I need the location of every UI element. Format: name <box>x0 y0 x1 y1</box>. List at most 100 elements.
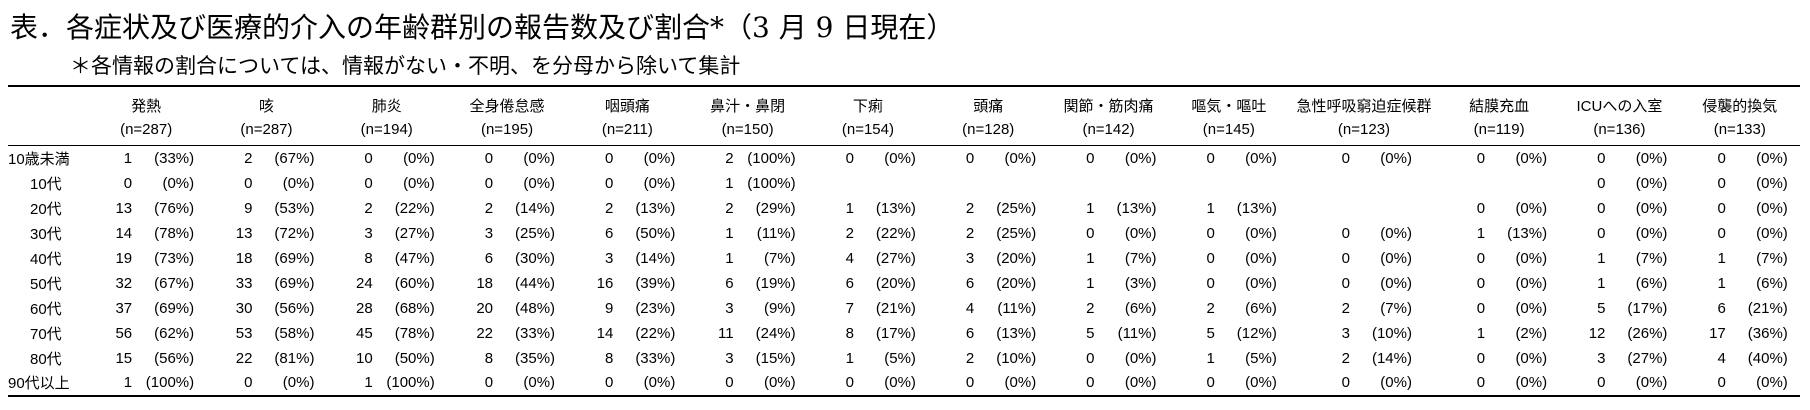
table-cell: 0 (0%) <box>447 146 567 171</box>
table-cell: 0 (0%) <box>1289 146 1439 171</box>
table-cell <box>1169 171 1289 196</box>
cell-count: 0 <box>1597 174 1606 192</box>
cell-count: 3 <box>364 224 373 242</box>
table-cell: 22 (81%) <box>206 346 326 371</box>
cell-count: 0 <box>1206 224 1215 242</box>
table-cell: 2 (29%) <box>687 196 807 221</box>
cell-percent: (0%) <box>1124 374 1157 391</box>
table-cell: 2 (7%) <box>1289 296 1439 321</box>
table-cell: 0 (0%) <box>446 370 568 397</box>
cell-count: 19 <box>115 249 133 267</box>
cell-percent: (0%) <box>1756 149 1788 167</box>
table-cell: 0 (0%) <box>1439 271 1559 296</box>
cell-percent: (25%) <box>996 224 1037 242</box>
cell-count: 0 <box>1476 249 1486 267</box>
cell-count: 2 <box>845 224 854 242</box>
cell-count: 8 <box>604 349 614 367</box>
table-cell: 0 (0%) <box>327 171 447 196</box>
table-body: 10歳未満 1 (33%) 2 (67%) 0 (0%) 0 (0%) 0 (0%) 2 (100%) 0… <box>8 146 1800 397</box>
cell-count: 13 <box>115 199 133 217</box>
age-group-label: 80代 <box>30 350 62 368</box>
table-cell: 6 (21%) <box>1680 296 1800 321</box>
cell-percent: (6%) <box>1635 274 1668 292</box>
table-cell: 18 (69%) <box>206 246 326 271</box>
cell-percent: (20%) <box>996 249 1037 267</box>
column-header: 鼻汁・鼻閉 <box>687 85 808 116</box>
cell-count: 45 <box>356 324 373 342</box>
cell-count: 1 <box>1086 199 1095 217</box>
cell-percent: (0%) <box>1245 274 1277 292</box>
cell-count: 0 <box>244 374 253 391</box>
cell-count: 1 <box>1476 224 1486 242</box>
cell-count: 0 <box>1717 374 1726 391</box>
table-cell: 1 (100%) <box>86 370 207 397</box>
cell-count: 18 <box>235 249 253 267</box>
table-cell: 16 (39%) <box>567 271 687 296</box>
table-row: 70代 56 (62%) 53 (58%) 45 (78%) 22 (33%) 14 (22%) 11… <box>8 321 1800 346</box>
table-cell: 3 (20%) <box>928 246 1048 271</box>
cell-percent: (0%) <box>1635 149 1668 167</box>
cell-percent: (23%) <box>635 299 676 317</box>
cell-count: 0 <box>1597 224 1606 242</box>
cell-count: 0 <box>1341 374 1350 391</box>
table-cell: 2 (25%) <box>928 196 1048 221</box>
cell-percent: (56%) <box>274 299 315 317</box>
table-cell: 0 (0%) <box>1048 346 1168 371</box>
cell-percent: (0%) <box>1004 149 1037 167</box>
column-header: 頭痛 <box>928 85 1049 116</box>
column-header: ICUへの入室 <box>1559 85 1680 116</box>
cell-percent: (0%) <box>1756 374 1788 391</box>
cell-count: 2 <box>1341 299 1350 317</box>
column-header: 関節・筋肉痛 <box>1048 85 1169 116</box>
table-cell: 0 (0%) <box>567 171 687 196</box>
cell-count: 4 <box>965 299 975 317</box>
cell-percent: (27%) <box>1627 349 1668 367</box>
table-cell: 0 (0%) <box>86 171 206 196</box>
cell-percent: (13%) <box>996 324 1037 342</box>
cell-percent: (0%) <box>884 374 916 391</box>
table-cell <box>1048 171 1168 196</box>
cell-count: 0 <box>123 174 133 192</box>
table-row: 30代 14 (78%) 13 (72%) 3 (27%) 3 (25%) 6 (50%) 1 (11%… <box>8 221 1800 246</box>
cell-count: 0 <box>604 174 614 192</box>
cell-percent: (22%) <box>635 324 676 342</box>
cell-count: 1 <box>1717 249 1726 267</box>
table-cell: 11 (24%) <box>687 321 807 346</box>
table-cell: 20 (48%) <box>447 296 567 321</box>
cell-percent: (0%) <box>282 374 315 391</box>
table-cell: 2 (10%) <box>928 346 1048 371</box>
table-cell <box>1289 196 1439 221</box>
corner-header <box>8 116 86 146</box>
cell-percent: (14%) <box>1371 349 1412 367</box>
cell-percent: (0%) <box>162 174 195 192</box>
cell-percent: (13%) <box>1236 199 1277 217</box>
table-cell: 0 (0%) <box>1438 370 1560 397</box>
cell-count: 1 <box>1476 324 1486 342</box>
cell-percent: (2%) <box>1515 324 1548 342</box>
cell-percent: (100%) <box>747 174 796 192</box>
cell-percent: (3%) <box>1124 274 1157 292</box>
table-cell: 0 (0%) <box>327 146 447 171</box>
column-count: (n=154) <box>807 116 929 146</box>
cell-percent: (47%) <box>394 249 435 267</box>
cell-count: 14 <box>115 224 133 242</box>
table-cell: 0 (0%) <box>206 370 327 397</box>
column-count: (n=287) <box>86 116 207 146</box>
table-cell: 53 (58%) <box>206 321 326 346</box>
table-cell: 0 (0%) <box>1679 370 1800 397</box>
table-cell: 2 (67%) <box>206 146 326 171</box>
cell-percent: (6%) <box>1245 299 1277 317</box>
cell-count: 0 <box>1476 299 1486 317</box>
column-header: 下痢 <box>807 85 929 116</box>
cell-percent: (44%) <box>515 274 556 292</box>
cell-count: 0 <box>1717 149 1726 167</box>
table-cell: 3 (27%) <box>1559 346 1679 371</box>
cell-percent: (0%) <box>1515 249 1548 267</box>
cell-percent: (11%) <box>997 299 1037 317</box>
cell-percent: (78%) <box>394 324 435 342</box>
table-cell <box>808 171 928 196</box>
cell-percent: (0%) <box>643 149 676 167</box>
cell-count: 2 <box>965 224 975 242</box>
cell-count: 8 <box>845 324 854 342</box>
cell-count: 1 <box>1717 274 1726 292</box>
